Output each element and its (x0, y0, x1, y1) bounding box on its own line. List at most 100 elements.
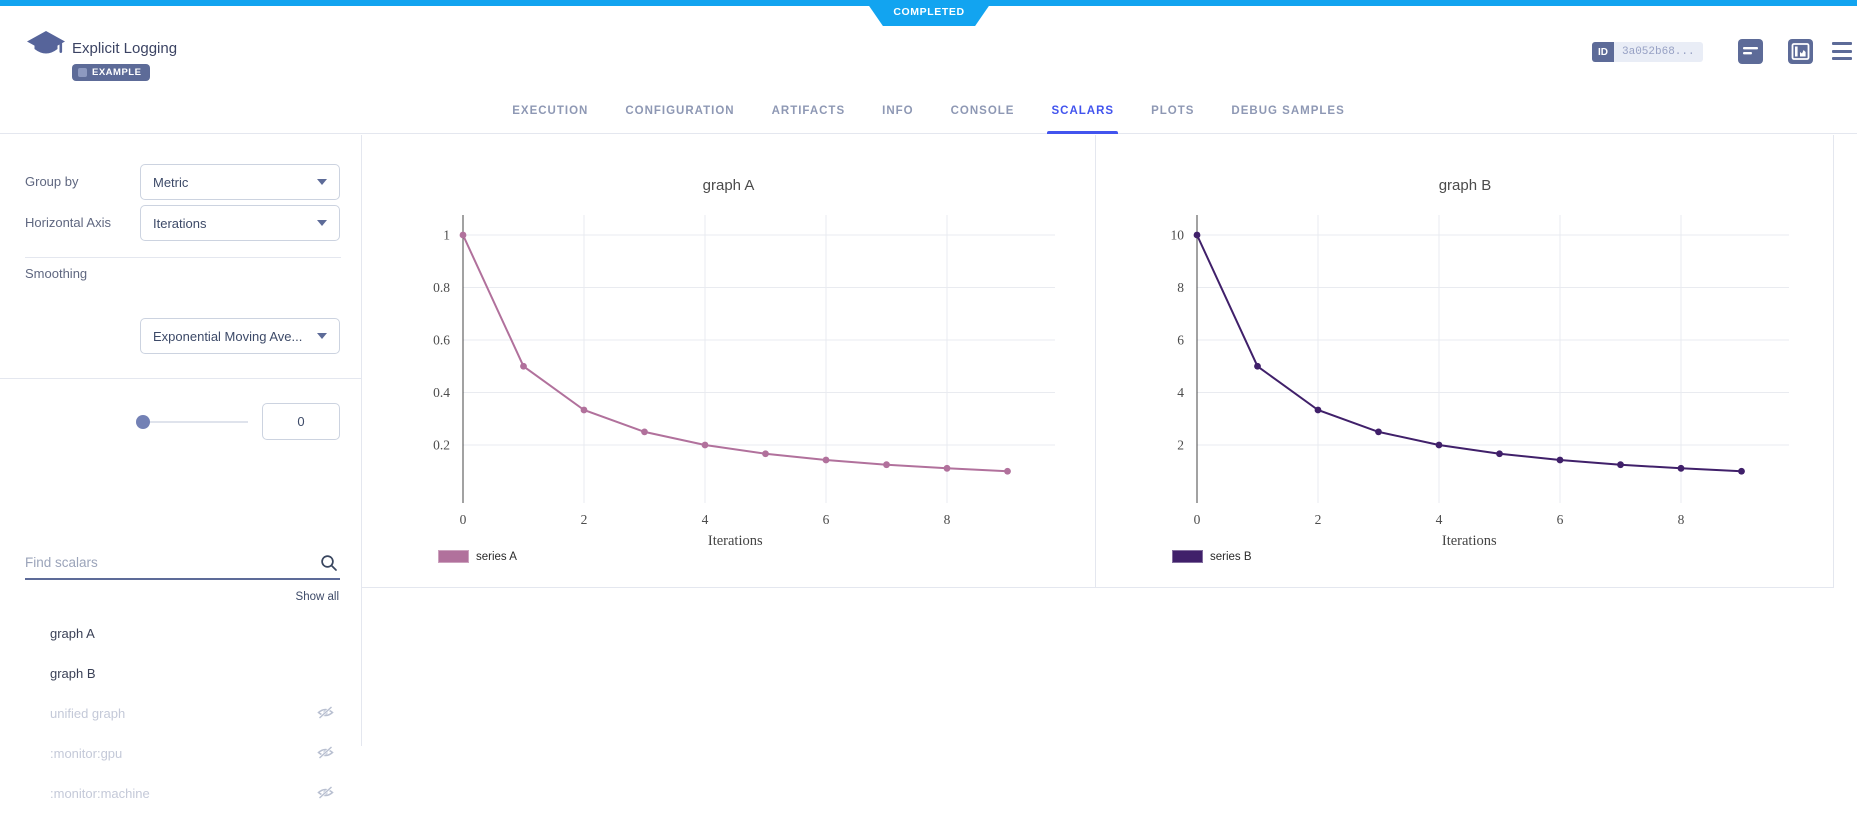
series-line (462, 234, 1008, 473)
example-badge: EXAMPLE (72, 64, 151, 81)
data-point[interactable] (943, 464, 951, 472)
legend-item[interactable]: series B (1172, 550, 1252, 563)
tab-bar: EXECUTION CONFIGURATION ARTIFACTS INFO CONSO… (0, 88, 1857, 134)
data-point[interactable] (520, 362, 527, 370)
chevron-down-icon (317, 220, 327, 226)
smoothing-method-value: Exponential Moving Ave... (153, 328, 303, 344)
x-axis-label: Iterations (708, 533, 763, 549)
data-point[interactable] (1193, 231, 1201, 239)
scalar-item-unified-graph[interactable]: unified graph (0, 693, 362, 733)
smoothing-value-input[interactable] (262, 403, 340, 440)
divider (1095, 135, 1096, 588)
smoothing-slider-thumb[interactable] (136, 415, 150, 429)
tab-plots[interactable]: PLOTS (1151, 105, 1195, 117)
x-tick-label: 4 (702, 512, 709, 527)
page-title: Explicit Logging (72, 40, 178, 57)
search-icon (321, 555, 337, 571)
data-point[interactable] (1677, 464, 1685, 472)
smoothing-label: Smoothing (25, 266, 88, 281)
y-tick-label: 0.4 (433, 385, 450, 400)
data-point[interactable] (762, 450, 769, 458)
data-point[interactable] (580, 406, 588, 414)
experiment-id-value[interactable]: 3a052b68... (1614, 42, 1703, 62)
data-point[interactable] (1314, 406, 1322, 414)
data-point[interactable] (1496, 450, 1503, 458)
eye-off-icon[interactable] (317, 785, 334, 800)
data-point[interactable] (1004, 467, 1011, 475)
status-badge: COMPLETED (865, 0, 993, 26)
data-point[interactable] (701, 441, 709, 449)
smoothing-slider[interactable] (136, 415, 248, 429)
scalars-charts-panel: graph A 0.2 0.4 0.6 0.8 1 0 2 4 6 8 Iterations serie… (362, 135, 1834, 588)
divider (0, 378, 361, 379)
data-point[interactable] (883, 461, 890, 469)
badge-icon (78, 68, 87, 77)
scalar-item-graph-a[interactable]: graph A (0, 613, 362, 653)
x-tick-label: 4 (1436, 512, 1443, 527)
x-tick-label: 0 (460, 512, 467, 527)
data-point[interactable] (1617, 461, 1624, 469)
chart-plot-area[interactable]: 0.2 0.4 0.6 0.8 1 0 2 4 6 8 Iterations (362, 135, 1095, 588)
scalar-item--monitor-machine[interactable]: :monitor:machine (0, 773, 362, 813)
side-panel-chart-icon[interactable] (1788, 39, 1813, 64)
y-tick-label: 10 (1171, 228, 1185, 243)
tab-scalars[interactable]: SCALARS (1047, 88, 1118, 134)
scalar-item--monitor-gpu[interactable]: :monitor:gpu (0, 733, 362, 773)
id-badge: ID (1592, 42, 1614, 62)
show-all-link[interactable]: Show all (295, 591, 339, 603)
group-by-dropdown[interactable]: Metric (140, 164, 340, 200)
group-by-value: Metric (153, 174, 189, 190)
scalar-item-label: graph B (50, 665, 96, 681)
x-tick-label: 2 (1315, 512, 1322, 527)
y-tick-label: 0.8 (433, 280, 450, 295)
scalar-search (25, 547, 340, 580)
chevron-down-icon (317, 333, 327, 339)
horizontal-axis-label: Horizontal Axis (25, 215, 111, 230)
data-point[interactable] (1435, 441, 1443, 449)
search-input[interactable] (25, 547, 305, 578)
tab-configuration[interactable]: CONFIGURATION (625, 105, 735, 117)
series-line (1196, 234, 1742, 473)
x-tick-label: 6 (1557, 512, 1564, 527)
horizontal-axis-dropdown[interactable]: Iterations (140, 205, 340, 241)
tab-console[interactable]: CONSOLE (950, 105, 1015, 117)
data-point[interactable] (1375, 428, 1382, 436)
eye-off-icon[interactable] (317, 705, 334, 720)
tab-info[interactable]: INFO (882, 105, 914, 117)
y-tick-label: 8 (1177, 280, 1184, 295)
data-point[interactable] (1254, 362, 1261, 370)
example-badge-label: EXAMPLE (92, 67, 142, 78)
data-point[interactable] (641, 428, 648, 436)
data-point[interactable] (822, 456, 830, 464)
legend-swatch (438, 550, 469, 563)
experiment-id: ID 3a052b68... (1592, 42, 1703, 62)
x-axis-label: Iterations (1442, 533, 1497, 549)
legend-item[interactable]: series A (438, 550, 517, 563)
x-tick-label: 8 (944, 512, 951, 527)
divider (25, 257, 341, 258)
horizontal-axis-value: Iterations (153, 215, 207, 231)
chart-title: graph A (702, 177, 755, 194)
scalar-item-label: :monitor:machine (50, 785, 150, 801)
x-tick-label: 8 (1678, 512, 1685, 527)
legend-label: series B (1210, 550, 1252, 563)
data-point[interactable] (1556, 456, 1564, 464)
scalar-list: graph A graph B unified graph:monitor:gpu:… (0, 613, 362, 813)
chart-graph-b: graph B 2 4 6 8 10 0 2 4 6 8 Iterations series B (1096, 135, 1834, 588)
tab-debug-samples[interactable]: DEBUG SAMPLES (1231, 105, 1345, 117)
smoothing-method-dropdown[interactable]: Exponential Moving Ave... (140, 318, 340, 354)
data-point[interactable] (1738, 467, 1745, 475)
details-icon[interactable] (1738, 39, 1763, 64)
eye-off-icon[interactable] (317, 745, 334, 760)
y-tick-label: 4 (1177, 385, 1184, 400)
tab-execution[interactable]: EXECUTION (512, 105, 589, 117)
chart-plot-area[interactable]: 2 4 6 8 10 0 2 4 6 8 Iterations (1096, 135, 1834, 588)
scalar-item-graph-b[interactable]: graph B (0, 653, 362, 693)
data-point[interactable] (459, 231, 467, 239)
tab-artifacts[interactable]: ARTIFACTS (771, 105, 846, 117)
scalars-sidebar: Group by Metric Horizontal Axis Iteratio… (0, 135, 362, 801)
hamburger-menu-icon[interactable] (1832, 42, 1852, 60)
x-tick-label: 2 (581, 512, 588, 527)
scalar-item-label: graph A (50, 625, 95, 641)
y-tick-label: 2 (1177, 438, 1184, 453)
